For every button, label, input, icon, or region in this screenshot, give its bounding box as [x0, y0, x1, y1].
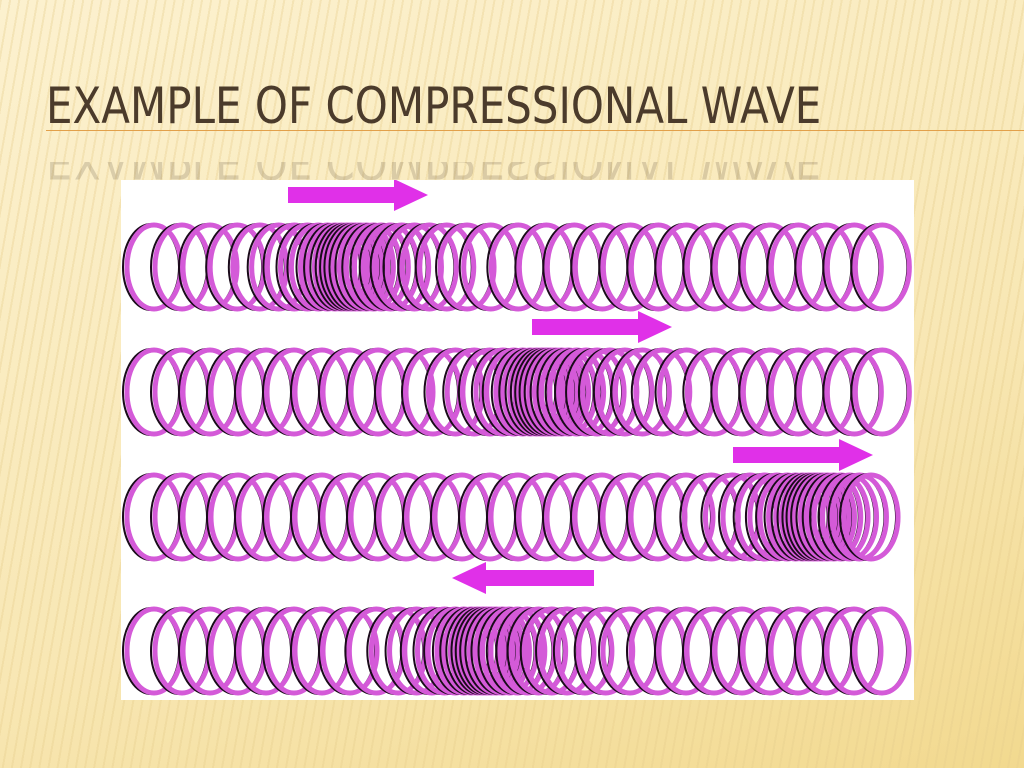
spring-coil-color [824, 347, 884, 437]
spring-coil-color [656, 472, 716, 562]
title-rule [46, 130, 1024, 131]
spring-coil-color [852, 222, 912, 312]
arrow-right-icon [532, 311, 672, 343]
spring-coil-color [509, 606, 569, 696]
spring-coil-color [595, 347, 655, 437]
spring-coil-color [399, 222, 459, 312]
spring-coil-color [852, 606, 912, 696]
spring-coil-color [824, 606, 884, 696]
spring-coil-color [555, 606, 615, 696]
spring-coil-color [372, 222, 432, 312]
spring-coil-color [417, 222, 477, 312]
spring-coil-color [368, 606, 428, 696]
spring-coil-color [437, 222, 497, 312]
spring-coil-color [180, 222, 240, 312]
arrow-right-icon [733, 439, 873, 471]
spring-coil-color [376, 347, 436, 437]
arrow-right-icon [288, 180, 428, 211]
spring-coil-color [403, 347, 463, 437]
spring-coil-color [612, 347, 672, 437]
compression-wave-image [121, 180, 914, 700]
spring-coil-color [841, 472, 901, 562]
spring-coil-color [537, 606, 597, 696]
spring-coil-color [567, 347, 627, 437]
spring-coil-color [824, 222, 884, 312]
spring-diagram [122, 180, 912, 696]
slide-title: EXAMPLE OF COMPRESSIONAL WAVE [46, 77, 822, 135]
arrow-left-icon [452, 562, 594, 594]
spring-coil-color [852, 347, 912, 437]
spring-coil-color [320, 606, 380, 696]
